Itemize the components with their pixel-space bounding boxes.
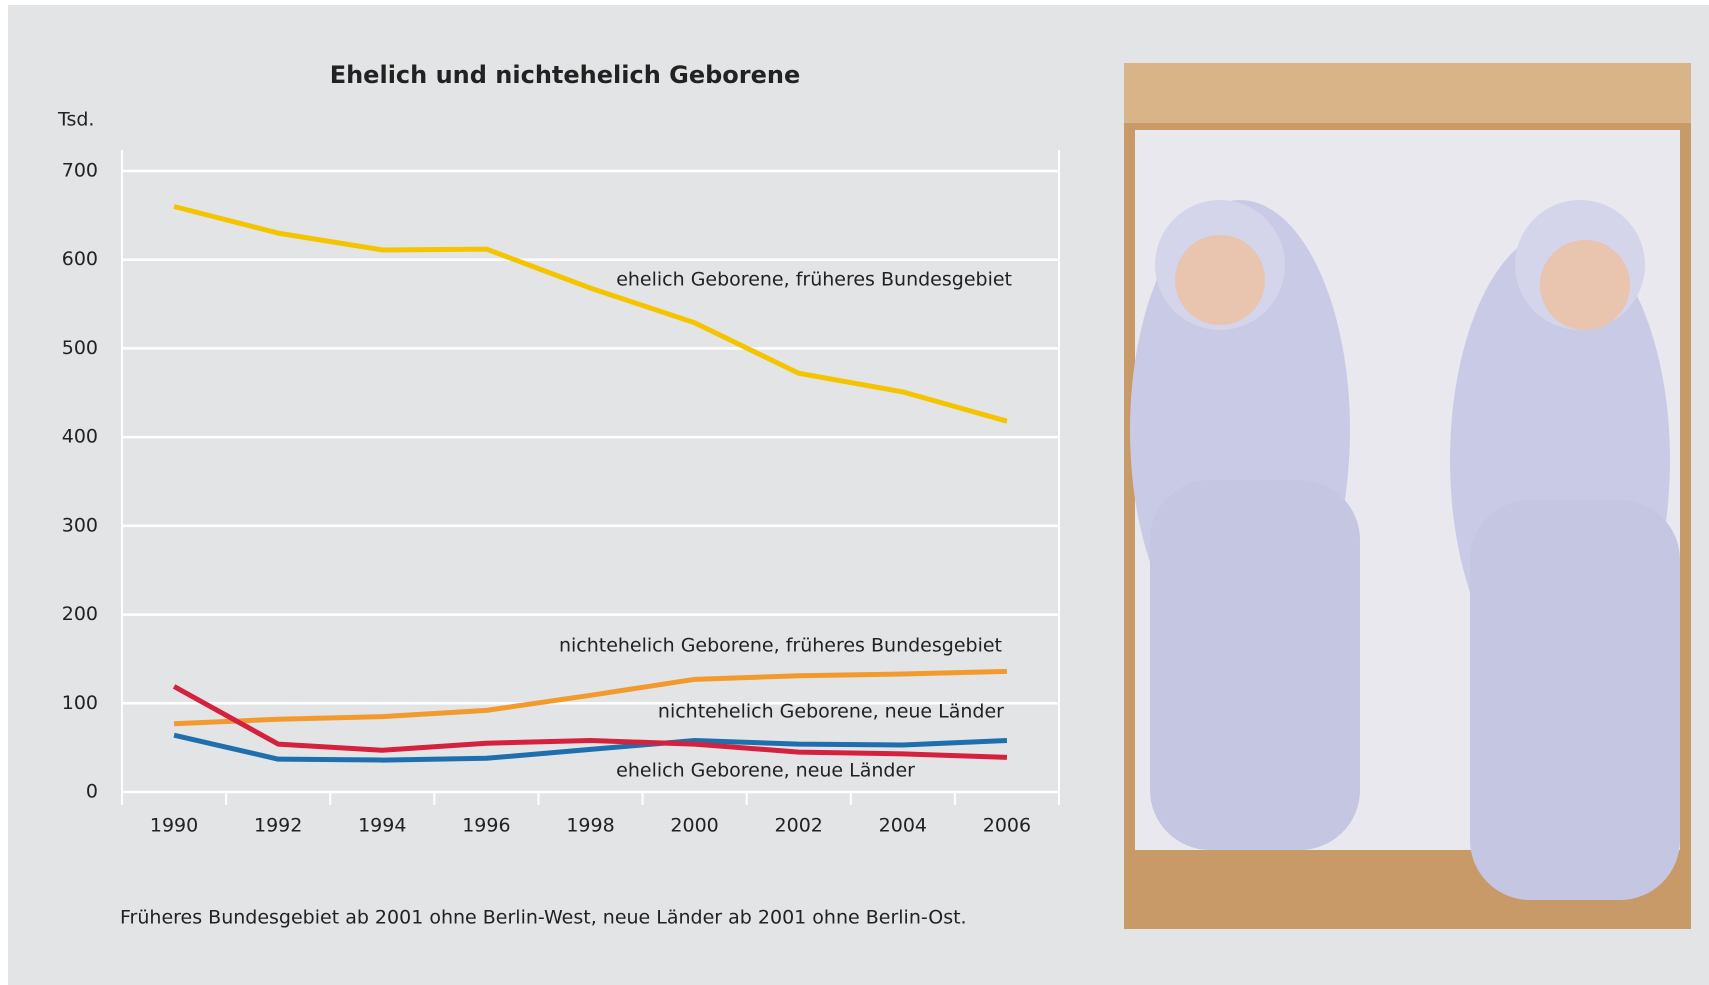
x-tick-label: 1992 <box>254 815 302 837</box>
y-tick-label: 700 <box>62 160 98 182</box>
series-line <box>173 668 1008 727</box>
y-tick-label: 100 <box>62 692 98 714</box>
y-tick-label: 300 <box>62 514 98 536</box>
y-axis-label: Tsd. <box>57 109 94 131</box>
x-tick-label: 2002 <box>775 815 823 837</box>
photo-face-left <box>1175 235 1265 325</box>
y-tick-label: 0 <box>86 781 98 803</box>
y-tick-label: 600 <box>62 248 98 270</box>
photo-face-right <box>1540 240 1630 330</box>
series-label: ehelich Geborene, neue Länder <box>616 760 915 782</box>
x-tick-label: 1994 <box>358 815 406 837</box>
x-tick-label: 2004 <box>879 815 927 837</box>
photo-legs-left <box>1150 480 1360 850</box>
photo <box>1124 63 1691 929</box>
series-label: ehelich Geborene, früheres Bundesgebiet <box>616 269 1012 291</box>
series-label: nichtehelich Geborene, früheres Bundesge… <box>559 635 1002 657</box>
chart-title: Ehelich und nichtehelich Geborene <box>330 61 801 89</box>
x-tick-label: 2006 <box>983 815 1031 837</box>
series-label: nichtehelich Geborene, neue Länder <box>658 701 1004 723</box>
series-line <box>173 204 1008 424</box>
x-tick-label: 1996 <box>462 815 510 837</box>
photo-legs-right <box>1470 500 1680 900</box>
photo-floor-top <box>1124 63 1691 123</box>
x-tick-label: 2000 <box>670 815 718 837</box>
y-tick-label: 400 <box>62 426 98 448</box>
footnote: Früheres Bundesgebiet ab 2001 ohne Berli… <box>120 907 967 929</box>
series-line <box>172 684 1008 760</box>
x-tick-label: 1990 <box>150 815 198 837</box>
y-tick-label: 200 <box>62 603 98 625</box>
series-line <box>173 732 1008 763</box>
x-tick-label: 1998 <box>566 815 614 837</box>
y-tick-label: 500 <box>62 337 98 359</box>
